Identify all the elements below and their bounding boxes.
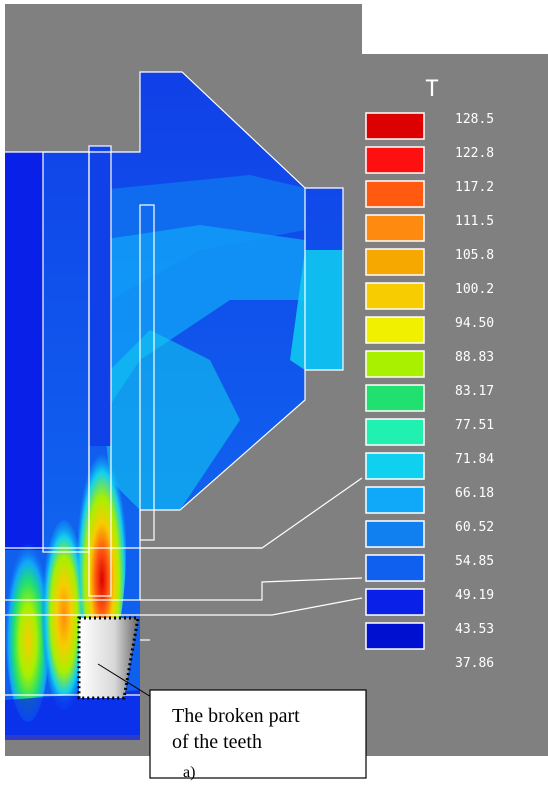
legend-swatch [365,384,425,412]
housing-outline-upper [140,477,363,549]
cooling-channel [139,204,155,541]
legend-swatch [365,146,425,174]
bottom-blue-edge [5,690,140,740]
legend-swatch [365,180,425,208]
legend-value-label: 77.51 [455,418,494,433]
legend-value-label: 54.85 [455,554,494,569]
hot-zone-1 [6,542,50,722]
body-outline [5,71,344,600]
housing-outline-mid [140,577,363,601]
slot-outline-2 [88,145,112,597]
legend-value-label: 128.5 [455,112,494,127]
legend-title: T [425,77,438,102]
left-column [5,152,43,602]
legend-value-label: 105.8 [455,248,494,263]
slot-column [89,146,111,446]
legend-swatch [365,316,425,344]
contour-band-66 [100,225,305,420]
legend-value-label: 43.53 [455,622,494,637]
legend-value-label: 83.17 [455,384,494,399]
legend-swatch [365,486,425,514]
legend-swatch [365,350,425,378]
legend-swatch [365,520,425,548]
legend-value-label: 94.50 [455,316,494,331]
legend-value-label: 117.2 [455,180,494,195]
legend-swatch [365,452,425,480]
legend-value-label: 111.5 [455,214,494,229]
legend-value-label: 49.19 [455,588,494,603]
legend-value-label: 100.2 [455,282,494,297]
figure-caption: a) [183,764,195,781]
housing-outline-low [140,597,363,616]
legend-value-label: 71.84 [455,452,494,467]
legend-value-label: 60.52 [455,520,494,535]
legend-value-label: 66.18 [455,486,494,501]
legend-swatch [365,588,425,616]
legend-value-label: 88.83 [455,350,494,365]
legend: T 128.5 122.8 117.2 111.5 105.8 100.2 94.50 88.… [365,77,494,671]
legend-value-label: 122.8 [455,146,494,161]
broken-part-marker [77,616,157,701]
legend-swatch [365,214,425,242]
legend-swatch [365,112,425,140]
callout-leader-line [97,663,157,701]
contour-band-71 [290,250,343,370]
callout-line-2: of the teeth [172,731,262,753]
legend-swatch [365,622,425,650]
legend-swatch [365,248,425,276]
callout-line-1: The broken part [172,705,300,727]
legend-swatch [365,554,425,582]
legend-value-label: 37.86 [455,656,494,671]
callout: The broken part of the teeth [149,689,367,779]
broken-part-region [77,616,140,700]
contour-band-77 [100,330,240,510]
geometry-outline [5,71,363,696]
hot-zone-3 [78,430,126,660]
callout-box [149,689,367,779]
legend-swatch [365,418,425,446]
legend-swatch [365,282,425,310]
